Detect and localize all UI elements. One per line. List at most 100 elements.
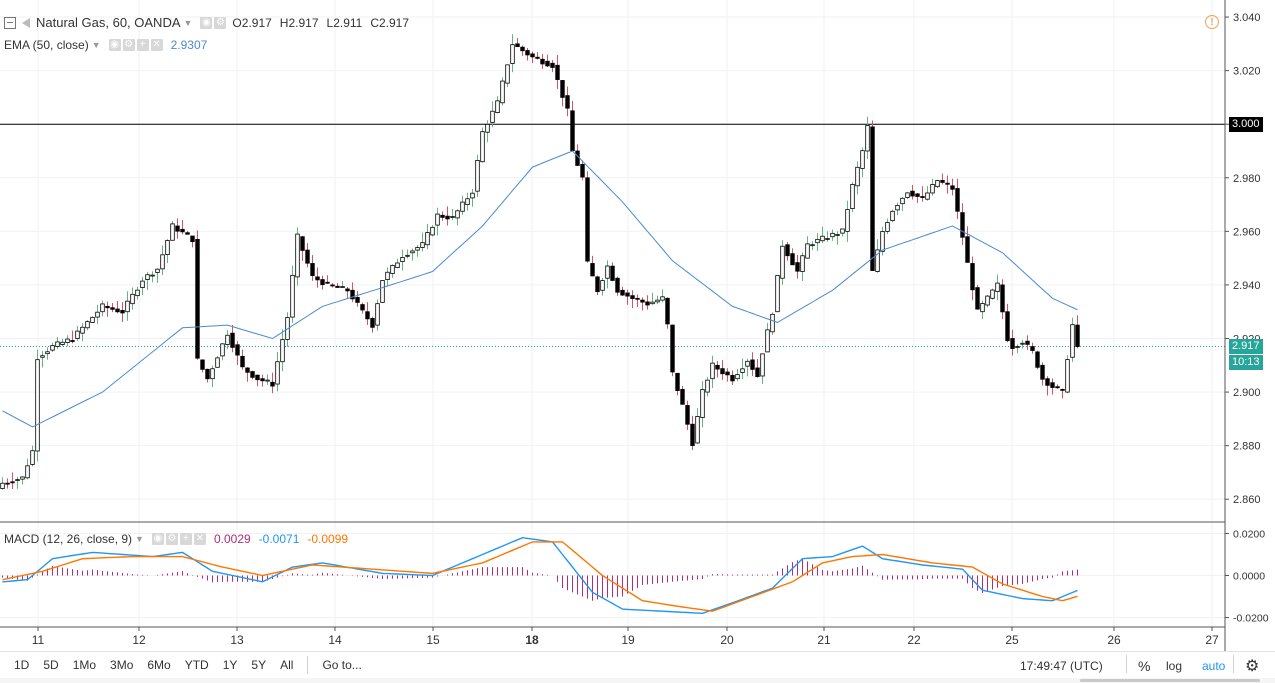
candle-body [450, 216, 455, 218]
settings-icon[interactable]: ⚙ [122, 39, 135, 51]
settings-icon[interactable]: ⚙ [165, 533, 178, 545]
candle-body [160, 254, 165, 270]
candle-body [980, 303, 985, 313]
candle-body [350, 289, 355, 300]
goto-button[interactable]: Go to... [322, 658, 362, 672]
candle-body [1000, 284, 1005, 313]
chevron-down-icon[interactable]: ▼ [91, 40, 101, 50]
candle-body [715, 364, 720, 370]
flag-icon[interactable] [22, 17, 30, 28]
candle-body [395, 262, 400, 268]
range-1d[interactable]: 1D [14, 658, 30, 672]
candle-body [1040, 364, 1045, 380]
candle-body [805, 243, 810, 259]
candle-body [70, 340, 75, 342]
candle-body [940, 180, 945, 183]
candle-body [405, 254, 410, 257]
percent-button[interactable]: % [1138, 657, 1151, 674]
candle-body [90, 316, 95, 323]
macd-title[interactable]: MACD (12, 26, close, 9) [4, 532, 133, 546]
log-button[interactable]: log [1166, 658, 1183, 673]
candle-body [810, 244, 815, 247]
eye-icon[interactable]: ◉ [200, 16, 213, 29]
candle-body [490, 110, 495, 123]
candle-body [790, 253, 795, 266]
candle-body [45, 351, 50, 355]
close-icon[interactable]: ✕ [150, 39, 163, 51]
range-5d[interactable]: 5D [43, 658, 59, 672]
candle-body [55, 341, 60, 347]
auto-button[interactable]: auto [1202, 658, 1226, 673]
symbol-title[interactable]: Natural Gas, 60, OANDA [36, 15, 181, 30]
candle-body [690, 423, 695, 446]
candle-body [335, 285, 340, 288]
chevron-down-icon[interactable]: ▼ [135, 534, 144, 544]
candle-body [205, 368, 210, 380]
candle-body [1045, 378, 1050, 386]
candle-body [945, 182, 950, 185]
price-tick-label: 3.020 [1233, 66, 1261, 78]
scroll-thumb[interactable] [1080, 679, 1260, 682]
candle-body [300, 236, 305, 251]
range-5y[interactable]: 5Y [251, 658, 267, 672]
candle-body [535, 56, 540, 59]
range-1mo[interactable]: 1Mo [72, 658, 97, 672]
candle-body [1065, 359, 1070, 393]
alert-icon[interactable]: ! [1205, 15, 1219, 29]
macd-tick-label: 0.0000 [1233, 571, 1265, 583]
range-3mo[interactable]: 3Mo [110, 658, 134, 672]
candle-body [1055, 386, 1060, 389]
ema-title[interactable]: EMA (50, close) [4, 38, 89, 52]
candle-body [1060, 389, 1065, 391]
range-all[interactable]: All [280, 658, 294, 672]
candle-body [965, 236, 970, 263]
time-tick-label: 22 [907, 633, 921, 647]
candle-body [220, 343, 225, 357]
chevron-down-icon[interactable]: ▼ [183, 17, 193, 28]
candle-body [700, 389, 705, 418]
candle-body [390, 264, 395, 274]
plus-icon[interactable]: + [136, 39, 149, 51]
candle-body [885, 222, 890, 232]
candle-body [795, 262, 800, 272]
candle-body [680, 389, 685, 405]
candle-body [950, 185, 955, 190]
chart-toggle-icon[interactable] [4, 16, 16, 29]
candle-body [410, 250, 415, 254]
plus-icon[interactable]: + [179, 533, 192, 545]
eye-icon[interactable]: ◉ [108, 39, 121, 51]
signal-line [2, 541, 1078, 612]
macd-axis-labels: -0.0200 0.0000 0.0200 [1225, 528, 1269, 625]
candle-body [860, 150, 865, 169]
candle-body [785, 244, 790, 257]
candle-body [75, 330, 80, 339]
candle-body [505, 64, 510, 84]
ohlc-close: 2.917 [379, 15, 410, 30]
candle-body [520, 46, 525, 52]
ohlc-high: 2.917 [288, 15, 319, 30]
gear-icon[interactable]: ⚙ [1245, 657, 1260, 675]
level-price-tag: 3.000 [1229, 116, 1263, 132]
candle-body [495, 100, 500, 113]
candle-body [130, 293, 135, 305]
candle-body [720, 368, 725, 375]
candle-body [355, 297, 360, 303]
candle-body [145, 274, 150, 280]
close-icon[interactable]: ✕ [193, 533, 206, 545]
candle-body [155, 268, 160, 273]
range-ytd[interactable]: YTD [184, 658, 209, 672]
candle-body [875, 249, 880, 272]
utc-clock[interactable]: 17:49:47 (UTC) [1020, 658, 1103, 673]
candle-body [320, 279, 325, 286]
candle-body [485, 123, 490, 133]
range-6mo[interactable]: 6Mo [147, 658, 171, 672]
range-1y[interactable]: 1Y [222, 658, 238, 672]
candle-body [710, 362, 715, 380]
candle-body [640, 299, 645, 303]
candle-body [905, 192, 910, 198]
settings-icon[interactable]: ⚙ [214, 16, 227, 29]
price-tick-label: 2.880 [1233, 441, 1261, 453]
candle-body [745, 360, 750, 367]
eye-icon[interactable]: ◉ [151, 533, 164, 545]
